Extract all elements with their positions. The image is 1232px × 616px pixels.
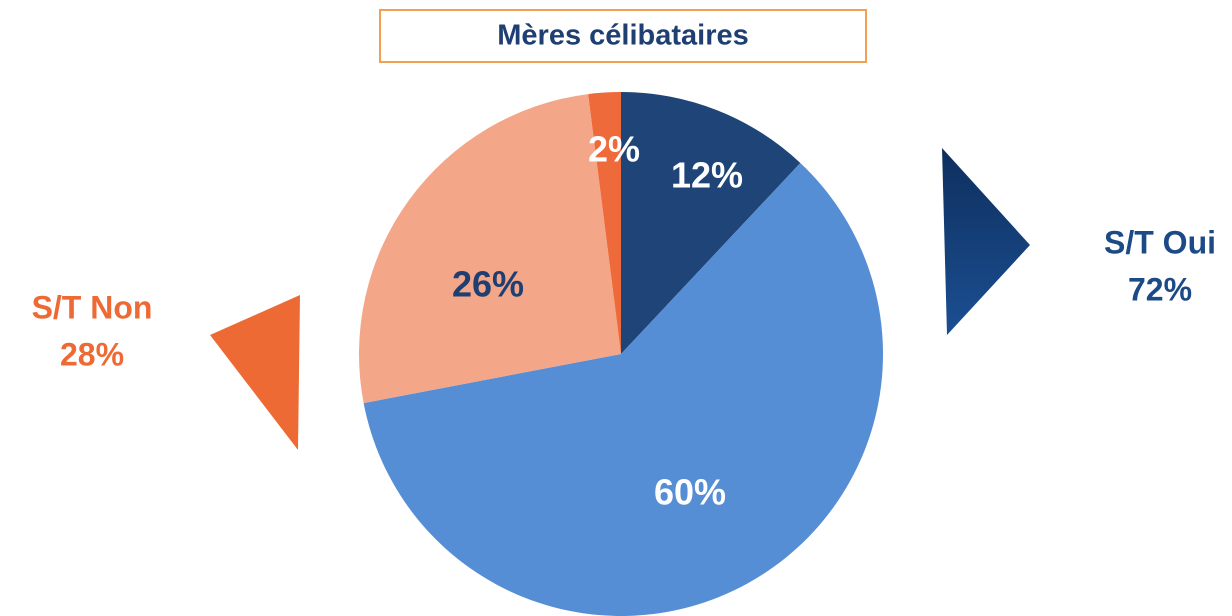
data-label: 2%	[588, 129, 640, 170]
data-label: 60%	[654, 472, 726, 513]
data-label: 12%	[671, 155, 743, 196]
subtotal-label: 28%	[60, 336, 124, 372]
pie-slice	[363, 163, 883, 616]
pie-slice	[621, 92, 801, 354]
chart-title: Mères célibataires	[497, 20, 748, 52]
data-label: 26%	[452, 264, 524, 305]
pie-slice	[588, 92, 621, 354]
subtotal-label: 72%	[1128, 271, 1192, 307]
subtotal-arrow	[942, 148, 1030, 335]
subtotal-arrow	[210, 295, 300, 450]
title-box	[379, 9, 867, 63]
subtotal-name: S/T Non	[32, 289, 153, 325]
pie-slice	[359, 94, 621, 404]
subtotal-name: S/T Oui	[1104, 224, 1216, 260]
